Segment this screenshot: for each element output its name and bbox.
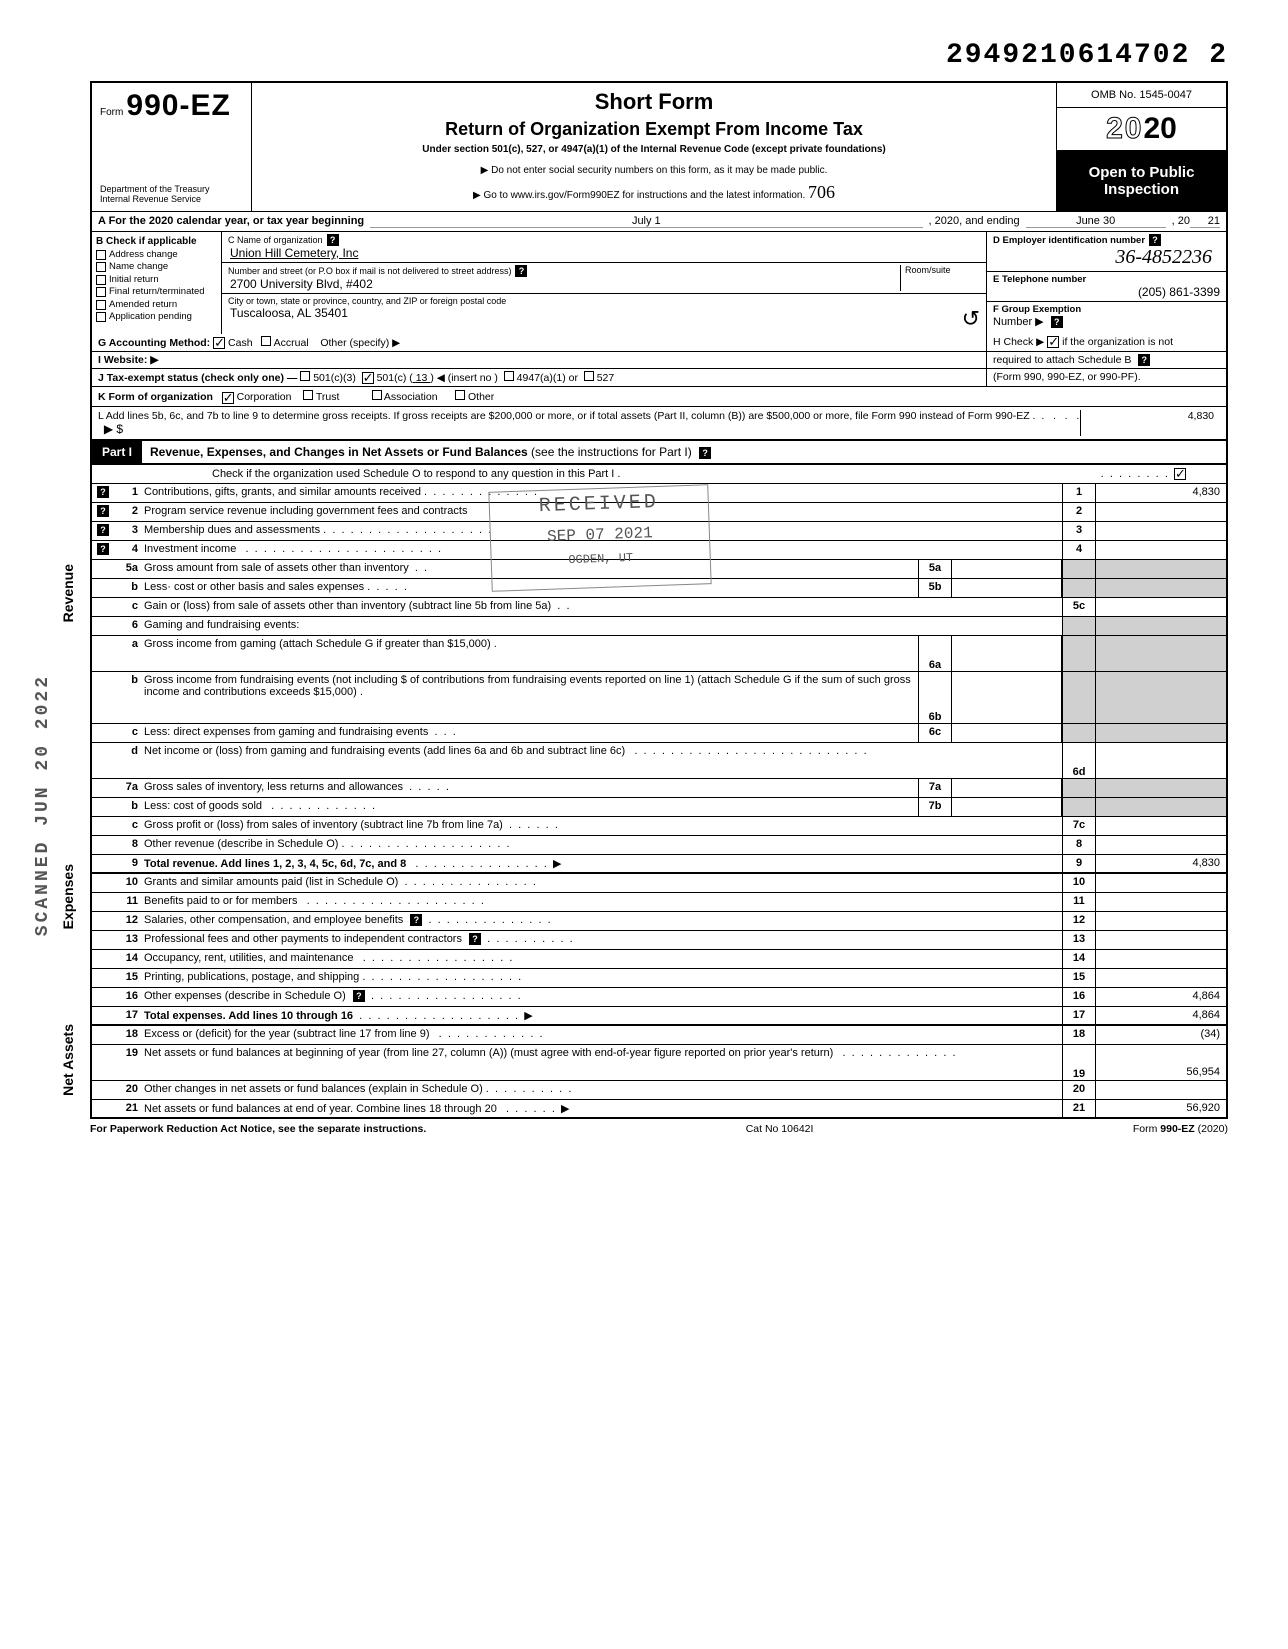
help-icon[interactable]: ?: [699, 447, 711, 459]
return-title: Return of Organization Exempt From Incom…: [262, 119, 1046, 140]
vtab-netassets: Net Assets: [60, 1024, 76, 1096]
line-6c: c Less: direct expenses from gaming and …: [90, 724, 1228, 743]
line-9: 9 Total revenue. Add lines 1, 2, 3, 4, 5…: [90, 855, 1228, 874]
line-11: 11 Benefits paid to or for members . . .…: [90, 893, 1228, 912]
line-8: 8 Other revenue (describe in Schedule O)…: [90, 836, 1228, 855]
line-18: 18 Excess or (deficit) for the year (sub…: [90, 1026, 1228, 1045]
help-icon[interactable]: ?: [97, 543, 109, 555]
row-l: L Add lines 5b, 6c, and 7b to line 9 to …: [90, 407, 1228, 441]
line-14: 14 Occupancy, rent, utilities, and maint…: [90, 950, 1228, 969]
line-5b: b Less· cost or other basis and sales ex…: [90, 579, 1228, 598]
cb-4947[interactable]: [504, 371, 514, 381]
cb-scho[interactable]: [1174, 468, 1186, 480]
line-2: ? 2 Program service revenue including go…: [90, 503, 1228, 522]
form-prefix: Form: [100, 107, 123, 118]
line-1: ? 1 Contributions, gifts, grants, and si…: [90, 484, 1228, 503]
goto-link: ▶ Go to www.irs.gov/Form990EZ for instru…: [262, 182, 1046, 203]
help-icon[interactable]: ?: [327, 234, 339, 246]
phone: (205) 861-3399: [993, 285, 1220, 299]
hand-mark: ↺: [962, 306, 980, 332]
line-21: 21 Net assets or fund balances at end of…: [90, 1100, 1228, 1119]
line-7c: c Gross profit or (loss) from sales of i…: [90, 817, 1228, 836]
gross-receipts: 4,830: [1080, 410, 1220, 436]
page-footer: For Paperwork Reduction Act Notice, see …: [90, 1119, 1228, 1135]
dept-irs: Internal Revenue Service: [100, 195, 243, 205]
line-6b: b Gross income from fundraising events (…: [90, 672, 1228, 724]
form-header: Form 990-EZ Department of the Treasury I…: [90, 81, 1228, 211]
line-12: 12 Salaries, other compensation, and emp…: [90, 912, 1228, 931]
help-icon[interactable]: ?: [515, 265, 527, 277]
line-20: 20 Other changes in net assets or fund b…: [90, 1081, 1228, 1100]
help-icon[interactable]: ?: [97, 524, 109, 536]
line-19: 19 Net assets or fund balances at beginn…: [90, 1045, 1228, 1081]
cb-corp[interactable]: [222, 392, 234, 404]
help-icon[interactable]: ?: [353, 990, 365, 1002]
cb-final-return[interactable]: [96, 287, 106, 297]
vtab-revenue: Revenue: [60, 564, 76, 622]
block-bcde: B Check if applicable Address change Nam…: [90, 232, 1228, 334]
help-icon[interactable]: ?: [97, 486, 109, 498]
help-icon[interactable]: ?: [410, 914, 422, 926]
form-number: 990-EZ: [126, 89, 230, 122]
ein: 36-4852236: [993, 246, 1220, 269]
line-13: 13 Professional fees and other payments …: [90, 931, 1228, 950]
line-7a: 7a Gross sales of inventory, less return…: [90, 779, 1228, 798]
help-icon[interactable]: ?: [1149, 234, 1161, 246]
line-16: 16 Other expenses (describe in Schedule …: [90, 988, 1228, 1007]
row-a-tax-year: A For the 2020 calendar year, or tax yea…: [90, 211, 1228, 232]
short-form-title: Short Form: [262, 89, 1046, 115]
line-5a: 5a Gross amount from sale of assets othe…: [90, 560, 1228, 579]
line-6: 6 Gaming and fundraising events:: [90, 617, 1228, 636]
line-6a: a Gross income from gaming (attach Sched…: [90, 636, 1228, 672]
row-g-h: G Accounting Method: Cash Accrual Other …: [90, 334, 1228, 352]
cb-initial-return[interactable]: [96, 275, 106, 285]
cb-name-change[interactable]: [96, 262, 106, 272]
cb-other-org[interactable]: [455, 390, 465, 400]
document-number: 2949210614702 2: [90, 40, 1228, 71]
org-city: Tuscaloosa, AL 35401: [228, 306, 348, 332]
cb-527[interactable]: [584, 371, 594, 381]
omb-number: OMB No. 1545-0047: [1057, 83, 1226, 108]
help-icon[interactable]: ?: [469, 933, 481, 945]
line-3: ? 3 Membership dues and assessments . . …: [90, 522, 1228, 541]
cb-501c[interactable]: [362, 372, 374, 384]
open-to-public: Open to Public Inspection: [1057, 151, 1226, 211]
row-j: J Tax-exempt status (check only one) — 5…: [90, 369, 1228, 387]
help-icon[interactable]: ?: [1051, 316, 1063, 328]
part1-scho-check: Check if the organization used Schedule …: [90, 465, 1228, 484]
org-name: Union Hill Cemetery, Inc: [228, 246, 980, 260]
tax-year: 2020: [1057, 108, 1226, 151]
vtab-expenses: Expenses: [60, 864, 76, 929]
cb-assoc[interactable]: [372, 390, 382, 400]
line-17: 17 Total expenses. Add lines 10 through …: [90, 1007, 1228, 1026]
ssn-warning: ▶ Do not enter social security numbers o…: [262, 165, 1046, 176]
help-icon[interactable]: ?: [1138, 354, 1150, 366]
cb-accrual[interactable]: [261, 336, 271, 346]
hand-706: 706: [808, 182, 835, 202]
row-k: K Form of organization Corporation Trust…: [90, 387, 1228, 407]
cb-no-schedB[interactable]: [1047, 336, 1059, 348]
line-10: 10 Grants and similar amounts paid (list…: [90, 874, 1228, 893]
part1-table: Revenue Expenses Net Assets ? 1 Contribu…: [90, 484, 1228, 1119]
cb-address-change[interactable]: [96, 250, 106, 260]
cb-501c3[interactable]: [300, 371, 310, 381]
scanned-stamp: SCANNED JUN 20 2022: [25, 670, 61, 940]
help-icon[interactable]: ?: [97, 505, 109, 517]
cb-trust[interactable]: [303, 390, 313, 400]
org-address: 2700 University Blvd, #402: [228, 277, 900, 291]
line-15: 15 Printing, publications, postage, and …: [90, 969, 1228, 988]
cb-amended[interactable]: [96, 300, 106, 310]
line-5c: c Gain or (loss) from sale of assets oth…: [90, 598, 1228, 617]
line-4: ? 4 Investment income . . . . . . . . . …: [90, 541, 1228, 560]
row-i: I Website: ▶ required to attach Schedule…: [90, 352, 1228, 369]
col-b-checkboxes: B Check if applicable Address change Nam…: [92, 232, 222, 334]
line-7b: b Less: cost of goods sold . . . . . . .…: [90, 798, 1228, 817]
under-section: Under section 501(c), 527, or 4947(a)(1)…: [262, 144, 1046, 155]
cb-app-pending[interactable]: [96, 312, 106, 322]
part1-header: Part I Revenue, Expenses, and Changes in…: [90, 441, 1228, 465]
cb-cash[interactable]: [213, 337, 225, 349]
line-6d: d Net income or (loss) from gaming and f…: [90, 743, 1228, 779]
